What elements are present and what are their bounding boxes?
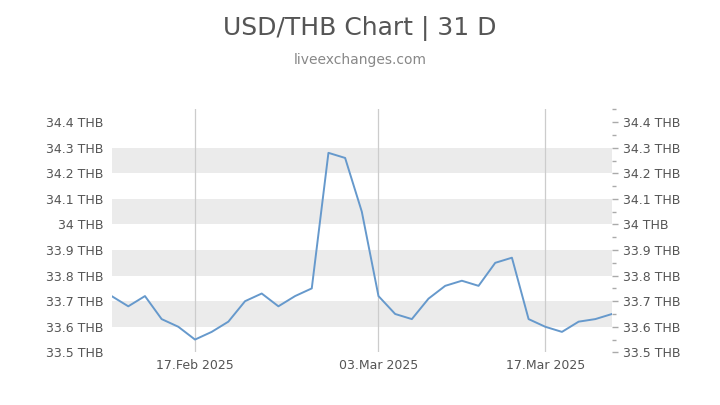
Bar <box>112 199 612 224</box>
Bar <box>112 301 612 327</box>
Bar <box>112 148 612 173</box>
Bar <box>112 250 612 276</box>
Text: liveexchanges.com: liveexchanges.com <box>294 53 426 67</box>
Text: USD/THB Chart | 31 D: USD/THB Chart | 31 D <box>223 16 497 41</box>
